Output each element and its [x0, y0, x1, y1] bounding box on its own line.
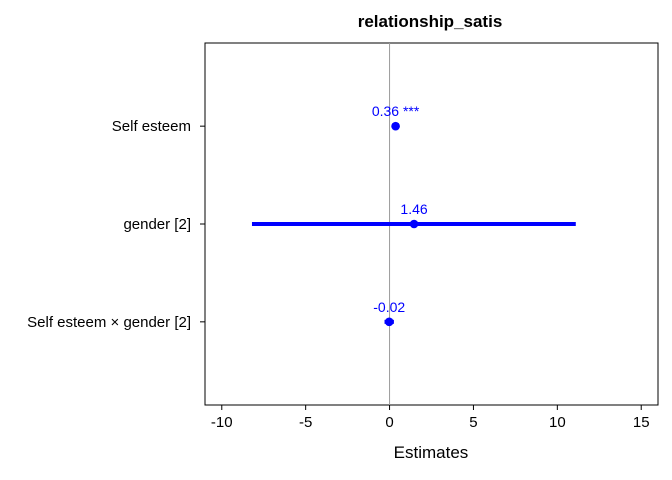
term-label: Self esteem [112, 118, 191, 135]
x-tick-label: 15 [633, 414, 650, 431]
estimate-value-label: -0.02 [373, 299, 405, 315]
x-axis-title: Estimates [394, 443, 469, 462]
x-tick-label: 0 [385, 414, 393, 431]
estimate-point [391, 121, 400, 131]
x-tick-label: -10 [211, 414, 233, 431]
x-tick-label: 5 [469, 414, 477, 431]
estimate-point [409, 219, 419, 229]
estimate-value-label: 0.36 *** [372, 103, 420, 119]
x-tick-label: -5 [299, 414, 312, 431]
estimate-point [384, 317, 394, 327]
term-label: gender [2] [123, 216, 191, 233]
chart-title: relationship_satis [358, 12, 503, 31]
term-label: Self esteem × gender [2] [27, 314, 191, 331]
estimate-value-label: 1.46 [400, 201, 427, 217]
x-tick-label: 10 [549, 414, 566, 431]
